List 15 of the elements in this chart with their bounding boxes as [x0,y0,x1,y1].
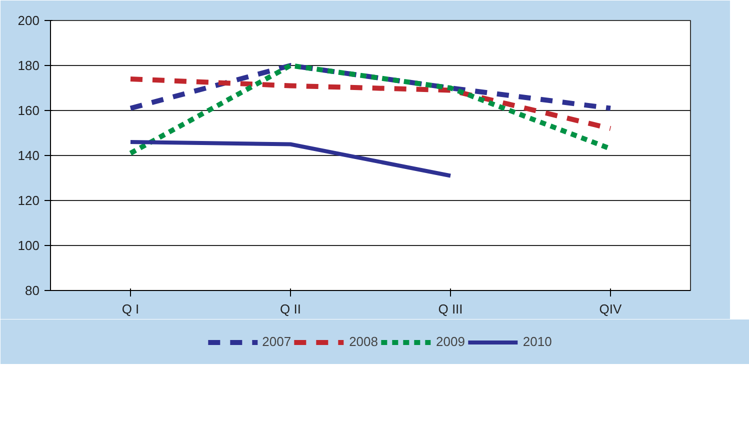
legend-label: 2010 [522,334,552,349]
x-tick-label: Q III [438,302,463,316]
y-tick-label: 200 [18,13,40,28]
x-tick-label: Q I [122,302,140,316]
legend-label: 2008 [349,334,378,349]
legend-label: 2007 [262,334,292,349]
y-tick-label: 160 [18,103,40,118]
y-tick-label: 140 [18,148,40,163]
y-tick-label: 80 [25,283,40,298]
x-tick-label: QIV [599,302,622,316]
y-tick-label: 180 [18,58,40,73]
x-tick-label: Q II [280,302,301,316]
y-tick-label: 100 [18,238,40,253]
legend-label: 2009 [436,334,465,349]
y-tick-label: 120 [18,193,40,208]
